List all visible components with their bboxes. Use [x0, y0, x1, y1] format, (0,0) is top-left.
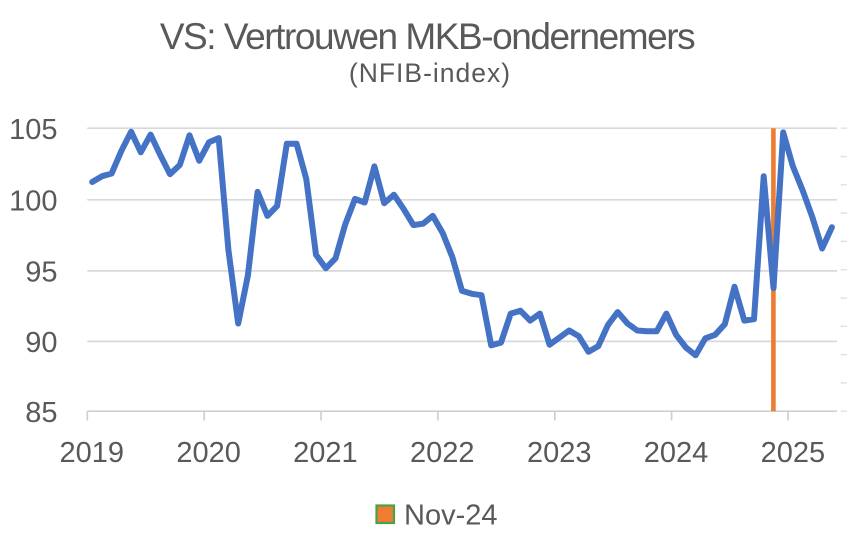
svg-text:100: 100 [9, 186, 57, 218]
svg-text:2020: 2020 [176, 437, 241, 469]
svg-text:2023: 2023 [527, 437, 592, 469]
svg-text:90: 90 [25, 327, 57, 359]
svg-text:85: 85 [25, 397, 57, 429]
svg-text:2019: 2019 [59, 437, 124, 469]
svg-text:2021: 2021 [293, 437, 358, 469]
svg-text:2024: 2024 [644, 437, 709, 469]
svg-text:(NFIB-index): (NFIB-index) [349, 58, 511, 88]
svg-text:105: 105 [9, 114, 57, 146]
svg-text:2022: 2022 [410, 437, 475, 469]
svg-text:Nov-24: Nov-24 [404, 500, 498, 532]
svg-text:2025: 2025 [761, 437, 826, 469]
svg-text:VS: Vertrouwen MKB-ondernemers: VS: Vertrouwen MKB-ondernemers [160, 16, 695, 57]
svg-text:95: 95 [25, 257, 57, 289]
